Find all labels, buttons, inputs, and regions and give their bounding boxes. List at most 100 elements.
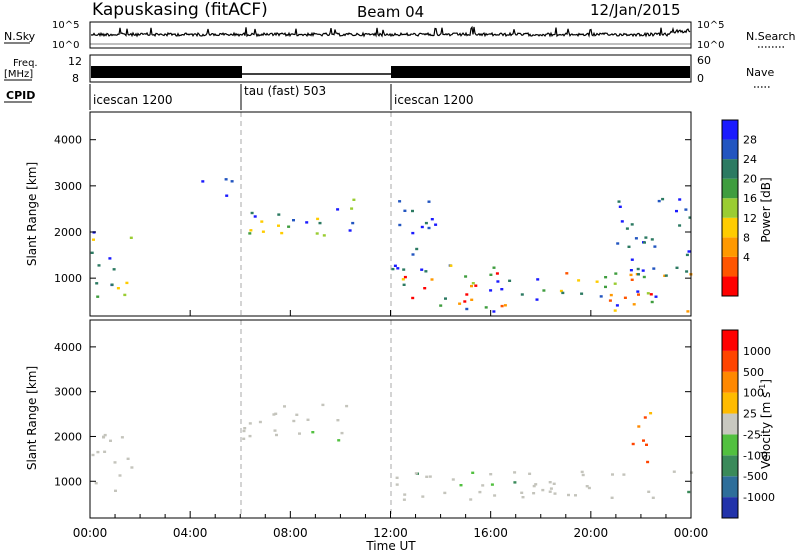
velocity-cell-39 <box>548 481 552 484</box>
velocity-cell-59 <box>549 487 553 490</box>
noise-left-tick-lo: 10^0 <box>52 40 79 51</box>
velocity-cell-74 <box>428 475 432 478</box>
velocity-cell-88 <box>637 425 641 428</box>
power-cell-52 <box>623 296 627 299</box>
power-cell-17 <box>230 180 234 183</box>
freq-panel: Freq. [MHz] 12 8 60 0 Nave <box>4 54 774 88</box>
power-colorbar-swatch-1 <box>722 256 738 277</box>
power-cell-122 <box>402 268 406 271</box>
velocity-cell-30 <box>283 405 286 408</box>
power-cell-70 <box>559 289 563 293</box>
velocity-cell-41 <box>425 475 429 478</box>
power-cell-100 <box>500 304 504 308</box>
power-cell-102 <box>424 270 428 273</box>
power-cell-20 <box>351 221 355 225</box>
power-cell-128 <box>652 267 656 270</box>
velocity-colorbar-label-close: ] <box>759 379 773 384</box>
power-cell-11 <box>110 283 114 286</box>
velocity-cell-54 <box>622 473 626 476</box>
power-y-tick-label-2: 2000 <box>54 226 82 239</box>
power-cell-31 <box>348 229 352 232</box>
power-cell-77 <box>599 295 603 298</box>
velocity-cell-31 <box>321 403 325 407</box>
power-cell-132 <box>664 274 668 277</box>
velocity-cell-58 <box>532 492 536 495</box>
velocity-cell-52 <box>651 496 655 499</box>
power-cell-123 <box>688 216 692 219</box>
x-tick-label-6: 00:00 <box>674 526 709 540</box>
velocity-colorbar-swatch-8 <box>722 330 738 351</box>
power-cell-136 <box>629 269 633 272</box>
power-cell-114 <box>427 200 431 203</box>
power-cell-9 <box>97 264 101 267</box>
power-colorbar-tick-1: 24 <box>743 153 757 166</box>
velocity-colorbar-tick-6: -500 <box>743 470 768 483</box>
power-cell-115 <box>424 221 428 225</box>
noise-sky-line <box>90 25 691 38</box>
power-cell-130 <box>630 258 634 261</box>
velocity-cell-1 <box>96 450 100 454</box>
power-cell-66 <box>595 280 599 283</box>
power-cell-107 <box>411 231 415 235</box>
freq-block-2 <box>391 66 690 78</box>
power-colorbar-swatch-2 <box>722 237 738 257</box>
freq-block-1 <box>91 66 242 78</box>
power-cell-142 <box>618 205 622 208</box>
velocity-cell-68 <box>690 471 694 474</box>
velocity-cell-18 <box>248 434 252 438</box>
power-cell-87 <box>492 266 496 269</box>
power-cell-99 <box>642 275 646 279</box>
power-cell-76 <box>444 297 447 300</box>
velocity-cell-42 <box>552 482 556 485</box>
power-cell-19 <box>336 208 340 211</box>
velocity-cell-61 <box>534 483 538 486</box>
velocity-cell-87 <box>642 439 645 442</box>
velocity-cell-37 <box>451 478 455 481</box>
velocity-cell-29 <box>274 412 278 415</box>
power-cell-44 <box>646 292 650 295</box>
power-cell-90 <box>439 304 443 307</box>
freq-label-line2: [MHz] <box>4 69 33 80</box>
power-cell-26 <box>315 232 319 235</box>
freq-label-line1: Freq. <box>13 58 38 69</box>
velocity-colorbar-swatch-4 <box>722 413 738 435</box>
power-cell-141 <box>616 242 620 245</box>
velocity-cell-65 <box>493 494 497 497</box>
power-y-tick-label-3: 1000 <box>54 272 82 285</box>
power-cell-133 <box>643 241 646 244</box>
power-scatter-layer <box>90 178 693 313</box>
velocity-cell-70 <box>513 481 517 484</box>
velocity-colorbar-tick-5: -100 <box>743 449 768 462</box>
nave-tick-hi: 60 <box>697 54 711 67</box>
power-cell-42 <box>608 299 612 302</box>
power-cell-146 <box>630 223 634 226</box>
velocity-cell-5 <box>114 489 117 492</box>
velocity-cell-81 <box>587 486 591 490</box>
power-cell-75 <box>492 310 496 313</box>
power-cell-30 <box>287 225 291 228</box>
noise-frame <box>89 21 692 49</box>
power-cell-74 <box>629 273 633 277</box>
velocity-cell-71 <box>580 470 584 474</box>
velocity-cell-67 <box>567 493 570 497</box>
power-cell-16 <box>224 178 228 181</box>
velocity-cell-23 <box>298 432 301 435</box>
velocity-cell-84 <box>631 442 635 446</box>
power-cell-14 <box>201 180 205 183</box>
power-cell-58 <box>411 296 415 300</box>
x-axis-label: Time UT <box>365 539 416 553</box>
velocity-cell-78 <box>469 498 473 501</box>
velocity-colorbar-label-exp: -1 <box>758 384 767 392</box>
power-colorbar-swatch-0 <box>722 276 738 296</box>
power-cell-125 <box>617 200 621 203</box>
cpid-segment-1: icescan 1200 <box>93 93 172 107</box>
velocity-cell-0 <box>103 433 107 437</box>
power-cell-118 <box>398 200 402 203</box>
cpid-panel: CPID icescan 1200 tau (fast) 503 icescan… <box>4 84 473 110</box>
power-cell-43 <box>401 278 405 281</box>
velocity-cell-19 <box>340 431 344 435</box>
velocity-cell-34 <box>336 419 340 422</box>
power-cell-7 <box>112 268 116 271</box>
velocity-cell-3 <box>102 435 106 438</box>
power-cell-131 <box>675 209 678 213</box>
